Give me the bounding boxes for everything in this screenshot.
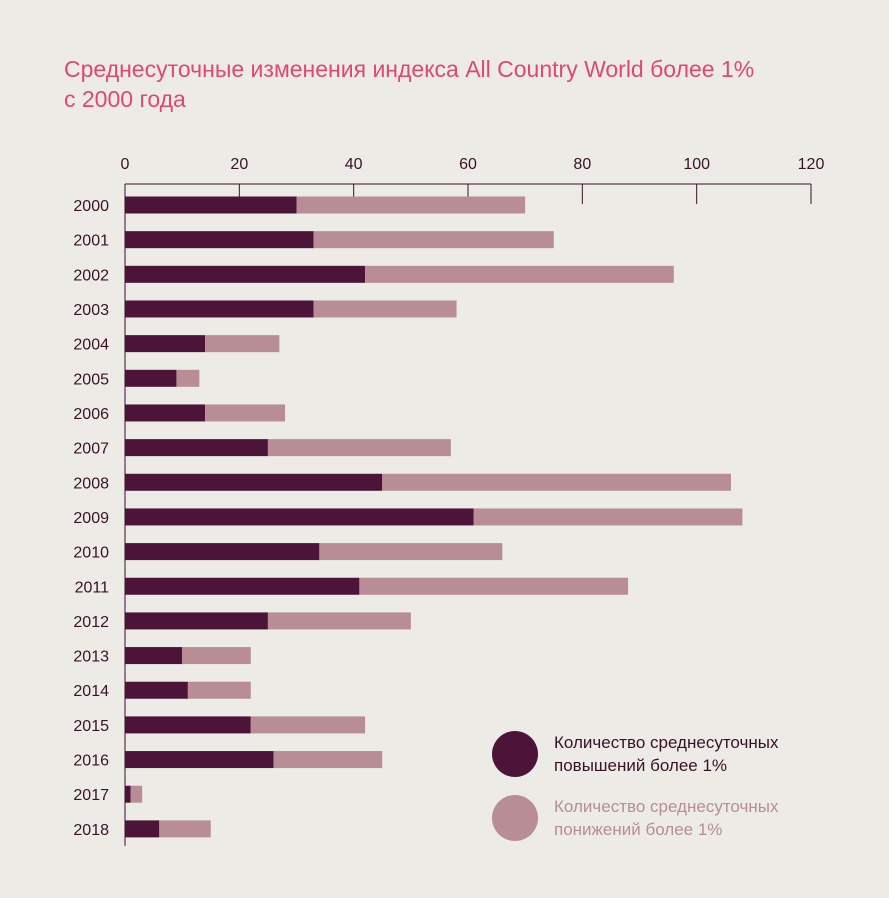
bar-down-segment	[159, 820, 211, 838]
bar-up-segment	[125, 785, 131, 803]
bar-down-segment	[267, 439, 451, 457]
bar-up-segment	[125, 404, 206, 422]
bar-down-segment	[205, 404, 286, 422]
legend-label-down-line2: понижений более 1%	[554, 820, 723, 839]
legend-swatch-up	[492, 731, 538, 777]
legend-swatch-down	[492, 795, 538, 841]
category-label: 2008	[73, 475, 109, 492]
category-label: 2009	[73, 510, 109, 527]
bar-down-segment	[296, 196, 526, 214]
bar-down-segment	[205, 335, 280, 353]
bar-up-segment	[125, 473, 383, 491]
category-label: 2016	[73, 753, 109, 770]
legend-label-down: Количество среднесуточных понижений боле…	[554, 795, 824, 841]
bar-up-segment	[125, 577, 360, 595]
category-label: 2005	[73, 371, 109, 388]
bar-up-segment	[125, 751, 274, 769]
bar-down-segment	[313, 300, 457, 318]
bar-down-segment	[130, 785, 143, 803]
bar-up-segment	[125, 335, 206, 353]
legend-label-down-line1: Количество среднесуточных	[554, 797, 779, 816]
bar-up-segment	[125, 196, 297, 214]
x-tick-label: 20	[230, 156, 248, 173]
legend-label-up: Количество среднесуточных повышений боле…	[554, 731, 824, 777]
bar-up-segment	[125, 265, 366, 283]
category-label: 2004	[73, 337, 109, 354]
legend-label-up-line2: повышений более 1%	[554, 756, 728, 775]
category-label: 2010	[73, 545, 109, 562]
category-label: 2006	[73, 406, 109, 423]
category-label: 2013	[73, 649, 109, 666]
x-tick-label: 80	[573, 156, 591, 173]
category-label: 2002	[73, 267, 109, 284]
category-label: 2001	[73, 233, 109, 250]
category-label: 2018	[73, 822, 109, 839]
x-tick-label: 60	[459, 156, 477, 173]
category-label: 2011	[75, 579, 110, 596]
bar-up-segment	[125, 439, 268, 457]
bar-down-segment	[267, 612, 411, 630]
bar-up-segment	[125, 369, 177, 387]
category-label: 2017	[73, 787, 109, 804]
bar-down-segment	[182, 647, 251, 665]
bar-down-segment	[313, 231, 554, 249]
category-label: 2012	[73, 614, 109, 631]
x-tick-label: 120	[798, 156, 825, 173]
bar-down-segment	[273, 751, 383, 769]
bar-down-segment	[176, 369, 200, 387]
bar-up-segment	[125, 647, 183, 665]
bar-down-segment	[365, 265, 674, 283]
legend: Количество среднесуточных повышений боле…	[492, 731, 824, 859]
bar-up-segment	[125, 543, 320, 561]
chart-title-line2: с 2000 года	[64, 86, 186, 112]
bar-up-segment	[125, 681, 188, 699]
category-label: 2000	[73, 198, 109, 215]
bar-down-segment	[382, 473, 731, 491]
category-label: 2003	[73, 302, 109, 319]
category-label: 2014	[73, 683, 109, 700]
bar-down-segment	[359, 577, 629, 595]
bar-down-segment	[250, 716, 366, 734]
bar-up-segment	[125, 300, 314, 318]
bar-up-segment	[125, 716, 251, 734]
chart-title-line1: Среднесуточные изменения индекса All Cou…	[64, 56, 755, 82]
x-tick-label: 40	[345, 156, 363, 173]
chart-title: Среднесуточные изменения индекса All Cou…	[64, 54, 754, 114]
bar-down-segment	[187, 681, 251, 699]
x-tick-label: 100	[683, 156, 710, 173]
category-label: 2015	[73, 718, 109, 735]
bar-up-segment	[125, 612, 268, 630]
legend-item-up: Количество среднесуточных повышений боле…	[492, 731, 824, 777]
category-label: 2007	[73, 441, 109, 458]
bar-up-segment	[125, 820, 160, 838]
legend-item-down: Количество среднесуточных понижений боле…	[492, 795, 824, 841]
legend-label-up-line1: Количество среднесуточных	[554, 733, 779, 752]
bar-up-segment	[125, 508, 474, 526]
x-tick-label: 0	[121, 156, 130, 173]
bar-down-segment	[319, 543, 503, 561]
bar-up-segment	[125, 231, 314, 249]
bar-down-segment	[473, 508, 743, 526]
